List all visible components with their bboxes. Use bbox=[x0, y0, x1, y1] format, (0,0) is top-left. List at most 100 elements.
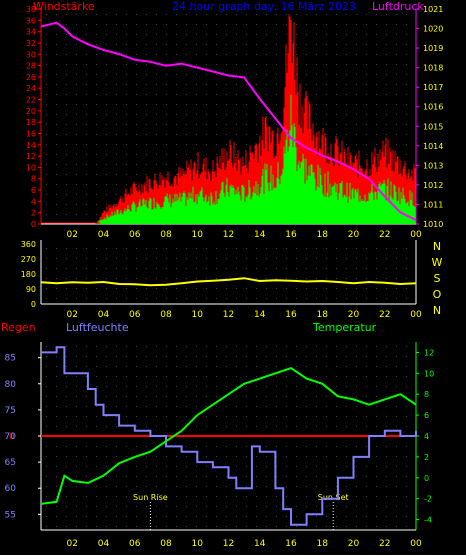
grid-dot bbox=[396, 496, 397, 497]
compass-label: W bbox=[432, 256, 443, 269]
grid-dot bbox=[326, 134, 327, 135]
grid-dot bbox=[186, 54, 187, 55]
grid-dot bbox=[266, 34, 267, 35]
humidity-tick-label: 70 bbox=[5, 432, 17, 442]
grid-dot bbox=[166, 64, 167, 65]
grid-dot bbox=[376, 346, 377, 347]
grid-dot bbox=[146, 34, 147, 35]
grid-dot bbox=[56, 214, 57, 215]
grid-dot bbox=[396, 486, 397, 487]
grid-dot bbox=[86, 516, 87, 517]
grid-dot bbox=[96, 406, 97, 407]
grid-dot bbox=[406, 24, 407, 25]
grid-dot bbox=[136, 356, 137, 357]
grid-dot bbox=[296, 406, 297, 407]
wind-tick-label: 2 bbox=[31, 209, 36, 218]
grid-dot bbox=[196, 346, 197, 347]
grid-dot bbox=[256, 54, 257, 55]
grid-dot bbox=[76, 248, 77, 249]
grid-dot bbox=[276, 516, 277, 517]
grid-dot bbox=[206, 144, 207, 145]
grid-dot bbox=[46, 456, 47, 457]
grid-dot bbox=[376, 406, 377, 407]
grid-dot bbox=[86, 406, 87, 407]
grid-dot bbox=[126, 476, 127, 477]
grid-dot bbox=[56, 426, 57, 427]
grid-dot bbox=[66, 44, 67, 45]
grid-dot bbox=[146, 84, 147, 85]
grid-dot bbox=[386, 248, 387, 249]
grid-dot bbox=[96, 184, 97, 185]
grid-dot bbox=[386, 54, 387, 55]
grid-dot bbox=[266, 54, 267, 55]
grid-dot bbox=[216, 456, 217, 457]
grid-dot bbox=[396, 526, 397, 527]
grid-dot bbox=[386, 114, 387, 115]
grid-dot bbox=[116, 44, 117, 45]
grid-dot bbox=[246, 486, 247, 487]
grid-dot bbox=[46, 268, 47, 269]
grid-dot bbox=[196, 44, 197, 45]
grid-dot bbox=[136, 14, 137, 15]
grid-dot bbox=[366, 84, 367, 85]
grid-dot bbox=[396, 144, 397, 145]
grid-dot bbox=[196, 356, 197, 357]
grid-dot bbox=[106, 516, 107, 517]
grid-dot bbox=[226, 114, 227, 115]
grid-dot bbox=[266, 496, 267, 497]
grid-dot bbox=[46, 526, 47, 527]
grid-dot bbox=[346, 74, 347, 75]
grid-dot bbox=[206, 526, 207, 527]
grid-dot bbox=[186, 456, 187, 457]
grid-dot bbox=[176, 506, 177, 507]
grid-dot bbox=[406, 406, 407, 407]
grid-dot bbox=[326, 506, 327, 507]
grid-dot bbox=[236, 104, 237, 105]
grid-dot bbox=[56, 416, 57, 417]
grid-dot bbox=[406, 144, 407, 145]
grid-dot bbox=[206, 506, 207, 507]
grid-dot bbox=[206, 466, 207, 467]
grid-dot bbox=[396, 346, 397, 347]
grid-dot bbox=[386, 476, 387, 477]
grid-dot bbox=[336, 396, 337, 397]
grid-dot bbox=[86, 476, 87, 477]
grid-dot bbox=[156, 124, 157, 125]
grid-dot bbox=[126, 366, 127, 367]
time-tick-label: 02 bbox=[67, 230, 78, 240]
grid-dot bbox=[406, 104, 407, 105]
time-tick-label: 08 bbox=[160, 539, 172, 549]
grid-dot bbox=[186, 346, 187, 347]
grid-dot bbox=[276, 476, 277, 477]
grid-dot bbox=[256, 386, 257, 387]
grid-dot bbox=[246, 248, 247, 249]
grid-dot bbox=[146, 74, 147, 75]
grid-dot bbox=[156, 526, 157, 527]
grid-dot bbox=[116, 258, 117, 259]
grid-dot bbox=[336, 416, 337, 417]
grid-dot bbox=[216, 258, 217, 259]
grid-dot bbox=[166, 496, 167, 497]
grid-dot bbox=[216, 356, 217, 357]
grid-dot bbox=[316, 24, 317, 25]
grid-dot bbox=[96, 476, 97, 477]
grid-dot bbox=[76, 104, 77, 105]
grid-dot bbox=[406, 164, 407, 165]
grid-dot bbox=[306, 466, 307, 467]
time-tick-label: 20 bbox=[348, 310, 360, 320]
grid-dot bbox=[376, 44, 377, 45]
grid-dot bbox=[106, 24, 107, 25]
grid-dot bbox=[376, 54, 377, 55]
grid-dot bbox=[366, 516, 367, 517]
grid-dot bbox=[206, 94, 207, 95]
grid-dot bbox=[406, 416, 407, 417]
grid-dot bbox=[296, 288, 297, 289]
grid-dot bbox=[186, 496, 187, 497]
grid-dot bbox=[216, 84, 217, 85]
grid-dot bbox=[146, 94, 147, 95]
grid-dot bbox=[116, 154, 117, 155]
grid-dot bbox=[66, 24, 67, 25]
grid-dot bbox=[96, 164, 97, 165]
grid-dot bbox=[116, 486, 117, 487]
